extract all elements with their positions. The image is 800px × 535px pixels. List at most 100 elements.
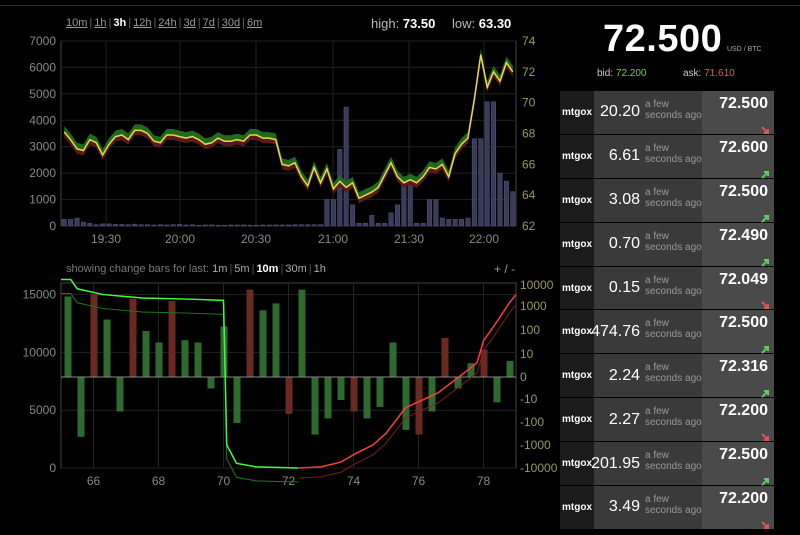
x-tick-label: 76: [412, 474, 426, 488]
trade-row[interactable]: mtgox 3.49 a few seconds ago 72.200: [560, 486, 774, 530]
x-tick-label: 20:00: [165, 232, 195, 246]
y-right-tick-label: 1000: [520, 299, 547, 313]
x-tick-label: 21:00: [318, 232, 348, 246]
trade-exchange: mtgox: [562, 282, 592, 294]
trade-row[interactable]: mtgox 2.27 a few seconds ago 72.200: [560, 398, 774, 443]
volume-bar: [350, 204, 356, 227]
trade-row[interactable]: mtgox 201.95 a few seconds ago 72.500: [560, 442, 774, 487]
y-left-tick-label: 3000: [29, 140, 56, 154]
trade-amount-cell: 2.27 a few seconds ago: [594, 398, 702, 442]
trade-row[interactable]: mtgox 20.20 a few seconds ago 72.500: [560, 91, 774, 135]
depth-change-chart[interactable]: 150001000050000100001000100100-10-100-10…: [0, 278, 558, 521]
trade-price-cell: 72.500: [702, 91, 774, 134]
high-value: 73.50: [402, 16, 436, 31]
change-bar: [168, 301, 176, 377]
y-right-tick-label: 70: [522, 96, 536, 110]
timeframe-3d[interactable]: 3d: [183, 17, 196, 29]
y-left-tick-label: 7000: [29, 34, 56, 48]
y-left-tick-label: 5000: [29, 403, 56, 417]
trade-price: 72.200: [719, 402, 768, 420]
arrow-up-icon: [761, 254, 770, 267]
trade-amount-cell: 2.24 a few seconds ago: [594, 354, 702, 398]
change-bars-5m[interactable]: 5m: [234, 263, 250, 275]
arrow-up-icon: [761, 341, 770, 355]
trade-row[interactable]: mtgox 0.15 a few seconds ago 72.049: [560, 266, 774, 311]
zoom-control[interactable]: + / -: [494, 262, 516, 276]
x-tick-label: 68: [152, 474, 166, 488]
trade-amount-cell: 201.95 a few seconds ago: [591, 442, 702, 486]
trade-price-cell: 72.500: [702, 178, 774, 223]
volume-bar: [343, 106, 349, 227]
low-stat: low: 63.30: [452, 16, 511, 31]
volume-bar: [311, 224, 317, 227]
trade-amount: 201.95: [591, 454, 640, 472]
volume-bar: [138, 224, 144, 227]
trade-time: a few seconds ago: [645, 450, 702, 473]
volume-bar: [157, 224, 163, 227]
volume-bar: [209, 224, 215, 227]
x-tick-label: 72: [282, 474, 296, 488]
change-bar: [246, 289, 254, 377]
change-bar: [363, 377, 371, 419]
volume-bar: [234, 224, 240, 227]
trade-row[interactable]: mtgox 0.70 a few seconds ago 72.490: [560, 222, 774, 267]
change-bar: [337, 377, 345, 400]
volume-bar: [459, 219, 464, 227]
trade-amount: 0.70: [608, 235, 640, 253]
trade-row[interactable]: mtgox 3.08 a few seconds ago 72.500: [560, 178, 774, 223]
recent-trades-list: mtgox 20.20 a few seconds ago 72.500 mtgox 6.…: [560, 91, 774, 530]
timeframe-1h[interactable]: 1h: [94, 17, 107, 29]
change-bar: [272, 303, 280, 377]
volume-bar: [132, 223, 138, 227]
volume-bar: [503, 180, 509, 227]
trade-amount: 3.08: [608, 191, 640, 209]
trade-time: a few seconds ago: [645, 494, 702, 517]
change-bars-10m[interactable]: 10m: [256, 263, 279, 275]
trade-price-cell: 72.200: [702, 486, 774, 529]
volume-bar: [433, 199, 439, 227]
trade-row[interactable]: mtgox 6.61 a few seconds ago 72.600: [560, 134, 774, 179]
arrow-up-icon: [761, 473, 770, 486]
trade-row[interactable]: mtgox 474.76 a few seconds ago 72.500: [560, 310, 774, 355]
change-bars-1h[interactable]: 1h: [313, 263, 326, 275]
timeframe-24h[interactable]: 24h: [158, 17, 177, 29]
trade-exchange: mtgox: [562, 106, 592, 118]
volume-bar: [439, 217, 445, 227]
volume-bar: [241, 224, 247, 227]
change-bars-selector: showing change bars for last: 1m | 5m | 10m |…: [66, 263, 326, 275]
timeframe-7d[interactable]: 7d: [202, 17, 215, 29]
trade-price-cell: 72.200: [702, 398, 774, 442]
volume-bar: [369, 215, 375, 227]
change-bar: [129, 298, 137, 377]
timeframe-10m[interactable]: 10m: [66, 17, 88, 29]
ask-depth-secondary: [298, 304, 517, 479]
separator: |: [153, 17, 157, 29]
volume-bar: [202, 224, 208, 227]
trade-exchange: mtgox: [562, 150, 592, 162]
trade-price-cell: 72.600: [702, 134, 774, 179]
change-bars-30m[interactable]: 30m: [285, 263, 307, 275]
timeframe-30d[interactable]: 30d: [221, 17, 241, 29]
trade-exchange: mtgox: [562, 326, 592, 338]
arrow-down-icon: [761, 429, 770, 442]
timeframe-12h[interactable]: 12h: [133, 17, 152, 29]
trade-price: 72.500: [719, 95, 768, 112]
trade-row[interactable]: mtgox 2.24 a few seconds ago 72.316: [560, 354, 774, 399]
timeframe-6m[interactable]: 6m: [246, 17, 263, 29]
y-right-tick-label: -10000: [520, 461, 558, 475]
volume-bar: [420, 223, 426, 227]
change-bars-1m[interactable]: 1m: [212, 263, 228, 275]
volume-bar: [330, 199, 336, 227]
volume-bar: [113, 224, 118, 227]
timeframe-3h[interactable]: 3h: [113, 17, 127, 29]
change-bar: [428, 377, 436, 412]
price-volume-chart[interactable]: 7000 6000 5000 4000 3000 2000 1000 0 74 72 70 68 66 6…: [0, 30, 550, 250]
price-unit: USD / BTC: [727, 46, 762, 53]
volume-bar: [414, 223, 420, 227]
y-right-tick-label: 72: [522, 65, 536, 79]
bid-label: bid:: [597, 68, 614, 79]
trade-amount: 2.27: [608, 410, 640, 428]
change-bar: [350, 377, 358, 412]
volume-bar: [298, 224, 304, 227]
x-tick-label: 21:30: [394, 232, 424, 246]
